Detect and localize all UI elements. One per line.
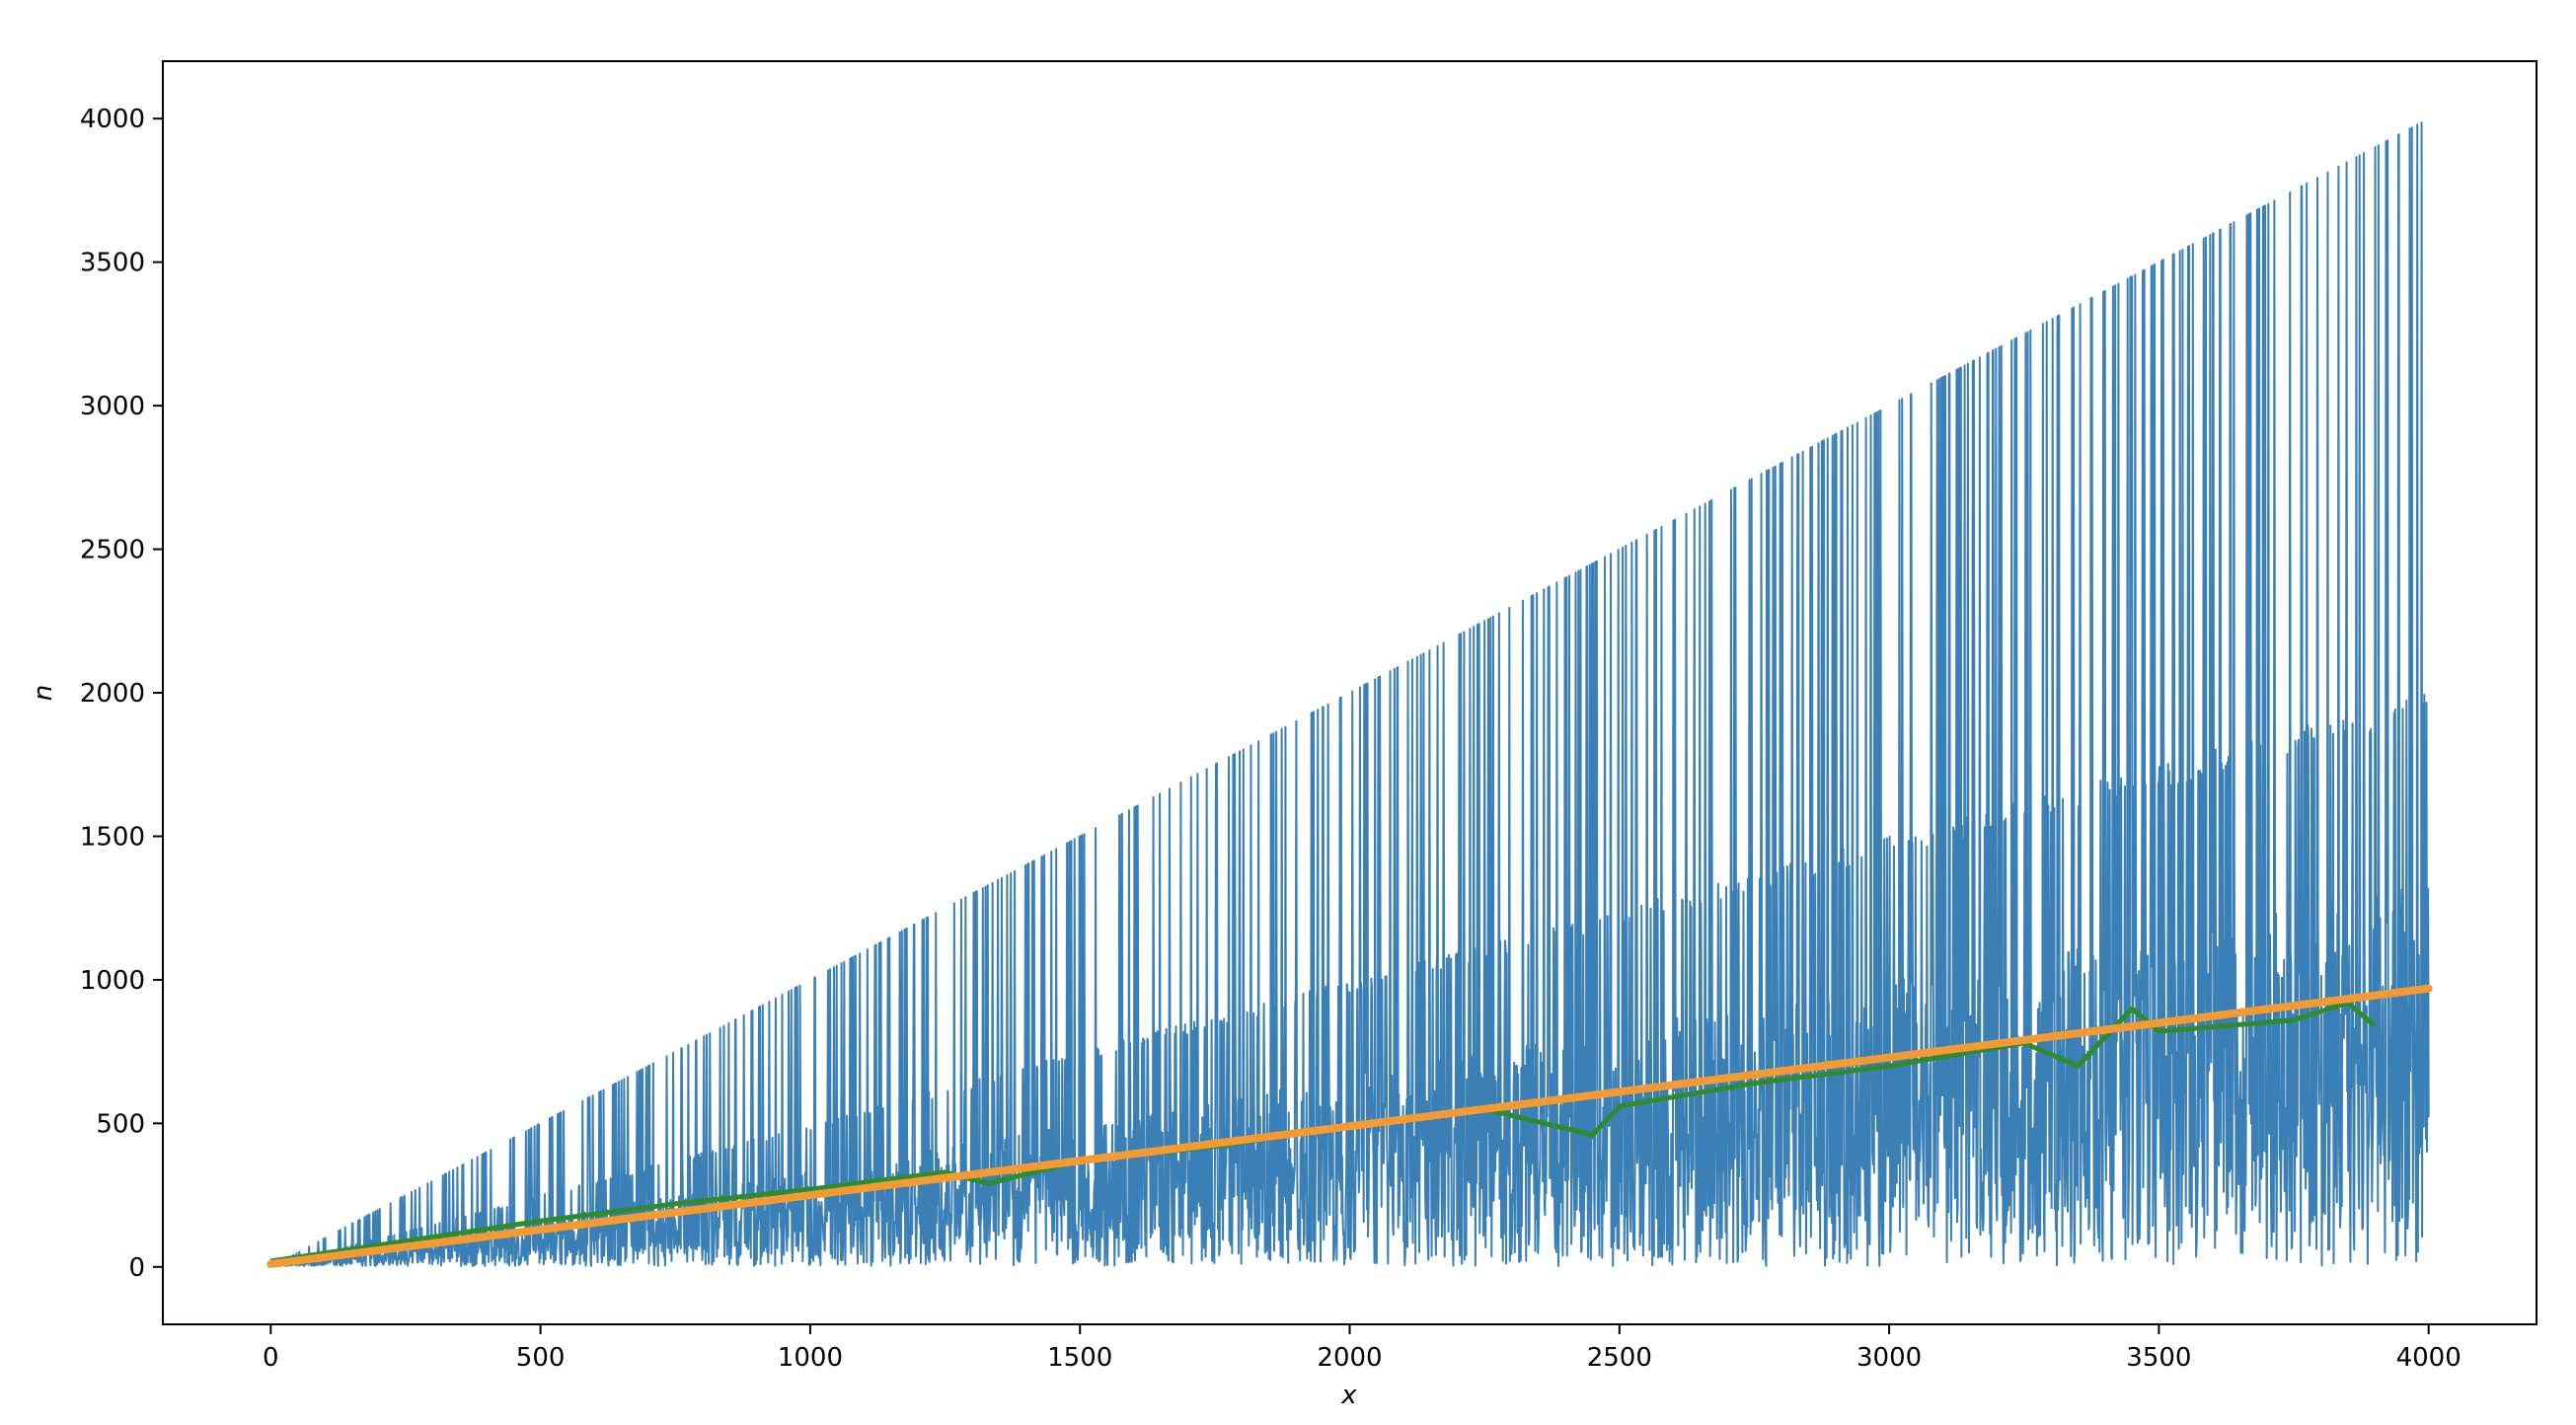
y-tick-label: 1500 bbox=[80, 822, 145, 852]
y-tick-label: 3500 bbox=[80, 249, 145, 278]
x-tick-label: 1000 bbox=[778, 1343, 843, 1373]
x-tick-label: 0 bbox=[263, 1343, 279, 1373]
y-tick-label: 0 bbox=[128, 1253, 145, 1283]
x-tick-label: 500 bbox=[516, 1343, 566, 1373]
plot-area bbox=[266, 120, 2433, 1268]
series-green-line bbox=[269, 1000, 2377, 1264]
y-tick-label: 3000 bbox=[80, 392, 145, 421]
y-tick-label: 4000 bbox=[80, 105, 145, 134]
x-tick-label: 3000 bbox=[1856, 1343, 1922, 1373]
x-tick-label: 3500 bbox=[2126, 1343, 2191, 1373]
x-tick-label: 4000 bbox=[2396, 1343, 2462, 1373]
x-tick-label: 2500 bbox=[1587, 1343, 1652, 1373]
x-tick-label: 2000 bbox=[1317, 1343, 1382, 1373]
y-tick-label: 2000 bbox=[80, 679, 145, 709]
y-axis-label: n bbox=[29, 685, 58, 701]
series-orange-line bbox=[266, 984, 2433, 1268]
x-tick-label: 1500 bbox=[1047, 1343, 1112, 1373]
y-tick-label: 1000 bbox=[80, 966, 145, 996]
x-axis: 0 500 1000 1500 2000 2500 3000 3500 4000 bbox=[263, 1324, 2462, 1373]
y-tick-label: 2500 bbox=[80, 536, 145, 565]
y-axis: 0 500 1000 1500 2000 2500 3000 3500 4000 bbox=[80, 105, 163, 1283]
y-tick-label: 500 bbox=[96, 1109, 145, 1139]
x-axis-label: x bbox=[1340, 1381, 1357, 1410]
